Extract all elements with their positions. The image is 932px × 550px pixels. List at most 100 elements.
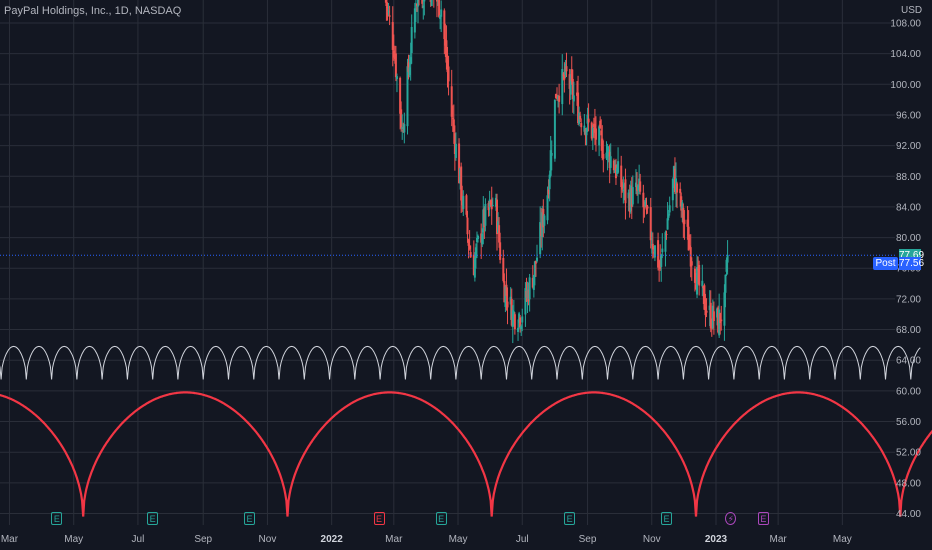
candle-body (394, 53, 397, 78)
candle-body (406, 66, 409, 127)
candle-body (561, 69, 564, 105)
x-tick-label: Nov (643, 534, 661, 545)
candle-body (458, 143, 461, 184)
candle-body (703, 285, 706, 310)
earnings-marker[interactable]: E (661, 512, 672, 525)
candle-body (556, 97, 559, 99)
candle-body (558, 95, 561, 102)
x-tick-label: Sep (579, 534, 597, 545)
split-marker[interactable]: ⚡ (725, 512, 737, 525)
candle-body (528, 277, 531, 300)
x-tick-label: 2023 (705, 534, 728, 545)
candle-body (480, 233, 483, 243)
x-tick-label: May (833, 534, 852, 545)
candle-body (549, 150, 552, 176)
candle-body (617, 161, 620, 173)
candle-body (687, 226, 690, 251)
candle-body (579, 115, 582, 120)
candle-body (646, 206, 649, 209)
candle-body (674, 178, 677, 193)
earnings-marker[interactable]: E (51, 512, 63, 525)
candle-body (465, 195, 468, 215)
candle-body (672, 166, 675, 178)
candle-body (681, 202, 684, 210)
candle-body (572, 95, 575, 102)
candle-body (696, 267, 699, 295)
cycle-small-series (0, 345, 921, 380)
candle-body (512, 311, 515, 315)
x-tick-label: Jul (132, 534, 145, 545)
candle-body (689, 247, 692, 267)
candle-body (447, 66, 450, 82)
candle-body (660, 254, 663, 267)
candle-body (591, 128, 594, 137)
candle-body (454, 143, 457, 158)
candle-body (459, 168, 462, 184)
candle-body (602, 154, 605, 159)
candle-body (712, 311, 715, 321)
candle-body (385, 0, 388, 6)
candle-body (527, 289, 530, 302)
candle-body (594, 128, 597, 140)
candle-body (708, 305, 711, 310)
candle-body (547, 189, 550, 195)
candle-body (686, 219, 689, 227)
earnings-marker[interactable]: E (564, 512, 576, 525)
candle-body (388, 15, 391, 17)
candle-body (503, 281, 506, 303)
candle-body (577, 92, 580, 124)
candle-body (497, 221, 500, 233)
candle-body (623, 184, 626, 188)
candle-body (698, 264, 701, 286)
candle-body (521, 316, 524, 323)
candle-body (716, 308, 719, 318)
y-tick-label: 104.00 (890, 49, 921, 60)
candle-body (446, 60, 449, 73)
earnings-marker[interactable]: E (435, 512, 447, 525)
candle-body (469, 252, 472, 258)
candle-body (435, 0, 438, 2)
candle-body (697, 268, 700, 270)
dividend-marker[interactable]: E (757, 512, 769, 525)
candle-body (649, 207, 652, 241)
y-tick-label: 108.00 (890, 18, 921, 29)
candle-body (408, 67, 411, 76)
post-market-label: Post (873, 257, 898, 271)
earnings-miss-marker[interactable]: E (373, 512, 385, 525)
candle-body (400, 109, 403, 128)
candle-body (724, 274, 727, 293)
candle-body (578, 112, 581, 124)
candle-body (709, 302, 712, 329)
candle-body (614, 164, 617, 179)
earnings-marker[interactable]: E (147, 512, 159, 525)
candle-body (386, 7, 389, 9)
candle-body (421, 0, 424, 4)
candle-body (504, 286, 507, 307)
candle-body (652, 252, 655, 254)
x-axis: Mar May Jul Sep Nov 2022 Mar May Jul Sep Nov 2023 Ma… (1, 534, 852, 545)
candle-body (584, 129, 587, 136)
candle-body (438, 0, 441, 17)
candle-body (668, 205, 671, 213)
currency-label[interactable]: USD (901, 5, 923, 16)
y-tick-label: 68.00 (896, 325, 921, 336)
candle-body (410, 27, 413, 54)
candle-body (468, 245, 471, 249)
candle-body (682, 207, 685, 224)
candle-body (502, 257, 505, 281)
candle-body (616, 167, 619, 174)
candle-body (481, 233, 484, 245)
x-tick-label: Nov (259, 534, 277, 545)
candle-body (483, 208, 486, 228)
candle-body (586, 114, 589, 124)
candle-body (613, 169, 616, 173)
earnings-marker[interactable]: E (244, 512, 256, 525)
candle-body (671, 178, 674, 201)
candle-body (592, 123, 595, 128)
candle-body (387, 11, 390, 13)
candle-body (711, 305, 714, 329)
candle-body (720, 319, 723, 322)
candle-body (571, 78, 574, 100)
candle-body (413, 8, 416, 33)
